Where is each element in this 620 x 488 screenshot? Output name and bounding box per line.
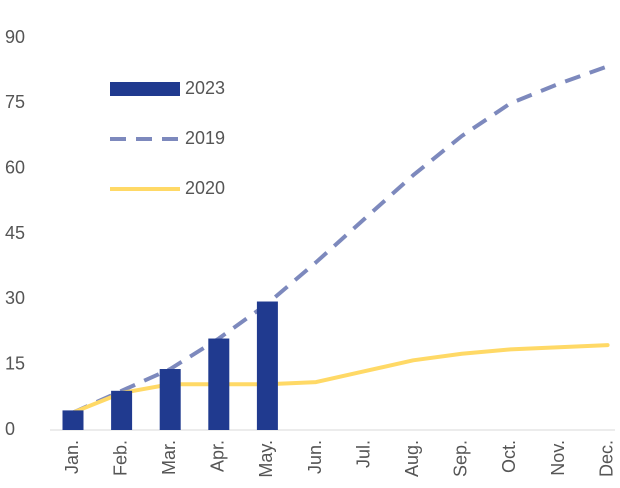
legend-label: 2020 — [185, 178, 225, 198]
y-tick-label: 0 — [5, 419, 15, 439]
x-tick-label: Oct. — [499, 440, 519, 473]
x-tick-label: Sep. — [451, 440, 471, 477]
legend-label: 2023 — [185, 78, 225, 98]
bar — [159, 369, 181, 430]
x-tick-label: Nov. — [548, 440, 568, 476]
x-tick-label: Mar. — [159, 440, 179, 475]
legend-label: 2019 — [185, 128, 225, 148]
y-tick-label: 45 — [5, 223, 25, 243]
x-tick-label: Jan. — [62, 440, 82, 474]
x-tick-label: May. — [256, 440, 276, 478]
y-tick-label: 90 — [5, 27, 25, 47]
x-tick-label: Dec. — [596, 440, 616, 477]
y-tick-label: 75 — [5, 92, 25, 112]
x-tick-label: Jun. — [305, 440, 325, 474]
y-tick-label: 30 — [5, 288, 25, 308]
y-tick-label: 15 — [5, 353, 25, 373]
bar — [111, 390, 133, 430]
x-tick-label: Apr. — [208, 440, 228, 472]
bar — [208, 338, 230, 430]
x-tick-label: Feb. — [110, 440, 130, 476]
bar — [256, 301, 278, 430]
x-tick-label: Aug. — [402, 440, 422, 477]
line — [72, 64, 609, 415]
legend-swatch — [110, 82, 180, 96]
x-tick-label: Jul. — [353, 440, 373, 468]
bar — [62, 410, 84, 430]
y-tick-label: 60 — [5, 157, 25, 177]
